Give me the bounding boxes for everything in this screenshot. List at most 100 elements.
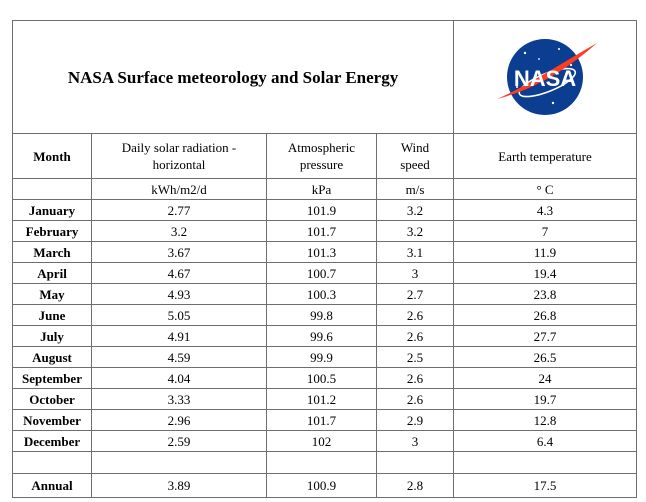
solar-cell: 5.05: [91, 304, 267, 326]
solar-cell: 4.04: [91, 367, 267, 389]
solar-cell: 3.2: [91, 220, 267, 242]
solar-cell: 2.59: [91, 430, 267, 452]
unit-month: [12, 178, 92, 200]
unit-pressure: kPa: [266, 178, 377, 200]
units-row: kWh/m2/d kPa m/s ° C: [12, 178, 638, 200]
annual-pressure-cell: 100.9: [266, 473, 377, 498]
pressure-cell: 100.5: [266, 367, 377, 389]
temperature-cell: 12.8: [453, 409, 638, 431]
pressure-cell: 101.7: [266, 409, 377, 431]
blank-cell: [453, 451, 638, 474]
unit-temperature: ° C: [453, 178, 638, 200]
wind-cell: 3.2: [375, 220, 455, 242]
unit-solar: kWh/m2/d: [91, 178, 267, 200]
table-row: November 2.96 101.7 2.9 12.8: [12, 409, 638, 431]
temperature-cell: 24: [453, 367, 638, 389]
wind-cell: 2.7: [375, 283, 455, 305]
pressure-cell: 99.8: [266, 304, 377, 326]
month-cell: April: [12, 262, 92, 284]
solar-cell: 3.33: [91, 388, 267, 410]
temperature-cell: 19.7: [453, 388, 638, 410]
month-cell: June: [12, 304, 92, 326]
pressure-cell: 101.3: [266, 241, 377, 263]
month-cell: March: [12, 241, 92, 263]
wind-cell: 2.5: [375, 346, 455, 368]
month-cell: February: [12, 220, 92, 242]
column-header-wind: Wind speed: [375, 133, 455, 179]
temperature-cell: 6.4: [453, 430, 638, 452]
solar-cell: 2.96: [91, 409, 267, 431]
temperature-cell: 4.3: [453, 199, 638, 221]
table-row: August 4.59 99.9 2.5 26.5: [12, 346, 638, 368]
month-cell: January: [12, 199, 92, 221]
unit-wind: m/s: [375, 178, 455, 200]
table-row: February 3.2 101.7 3.2 7: [12, 220, 638, 242]
table-row: December 2.59 102 3 6.4: [12, 430, 638, 452]
table-row: January 2.77 101.9 3.2 4.3: [12, 199, 638, 221]
month-cell: December: [12, 430, 92, 452]
pressure-cell: 101.2: [266, 388, 377, 410]
month-cell: August: [12, 346, 92, 368]
table-row: July 4.91 99.6 2.6 27.7: [12, 325, 638, 347]
column-header-solar: Daily solar radiation - horizontal: [91, 133, 267, 179]
column-header-month: Month: [12, 133, 92, 179]
pressure-cell: 100.3: [266, 283, 377, 305]
table-row: June 5.05 99.8 2.6 26.8: [12, 304, 638, 326]
wind-cell: 3: [375, 430, 455, 452]
meteorology-table: NASA Surface meteorology and Solar Energ…: [11, 20, 638, 498]
blank-row: [12, 451, 638, 474]
blank-cell: [12, 451, 92, 474]
pressure-cell: 102: [266, 430, 377, 452]
header-row: Month Daily solar radiation - horizontal…: [12, 133, 638, 179]
month-cell: November: [12, 409, 92, 431]
wind-cell: 2.6: [375, 304, 455, 326]
solar-cell: 2.77: [91, 199, 267, 221]
solar-cell: 4.67: [91, 262, 267, 284]
wind-cell: 2.9: [375, 409, 455, 431]
temperature-cell: 26.8: [453, 304, 638, 326]
solar-cell: 4.93: [91, 283, 267, 305]
column-header-pressure: Atmospheric pressure: [266, 133, 377, 179]
logo-text: NASA: [514, 66, 576, 91]
annual-wind-cell: 2.8: [375, 473, 455, 498]
solar-cell: 4.59: [91, 346, 267, 368]
title-row: NASA Surface meteorology and Solar Energ…: [11, 20, 638, 134]
wind-cell: 2.6: [375, 367, 455, 389]
temperature-cell: 26.5: [453, 346, 638, 368]
table-row: April 4.67 100.7 3 19.4: [12, 262, 638, 284]
month-cell: May: [12, 283, 92, 305]
annual-solar-cell: 3.89: [91, 473, 267, 498]
table-row: May 4.93 100.3 2.7 23.8: [12, 283, 638, 305]
table-row: March 3.67 101.3 3.1 11.9: [12, 241, 638, 263]
wind-cell: 3: [375, 262, 455, 284]
wind-cell: 2.6: [375, 325, 455, 347]
month-cell: October: [12, 388, 92, 410]
blank-cell: [375, 451, 455, 474]
annual-temperature-cell: 17.5: [453, 473, 638, 498]
table-row: September 4.04 100.5 2.6 24: [12, 367, 638, 389]
temperature-cell: 23.8: [453, 283, 638, 305]
pressure-cell: 101.9: [266, 199, 377, 221]
pressure-cell: 99.9: [266, 346, 377, 368]
pressure-cell: 101.7: [266, 220, 377, 242]
month-cell: July: [12, 325, 92, 347]
temperature-cell: 27.7: [453, 325, 638, 347]
blank-cell: [91, 451, 267, 474]
pressure-cell: 100.7: [266, 262, 377, 284]
month-cell: September: [12, 367, 92, 389]
table-row: October 3.33 101.2 2.6 19.7: [12, 388, 638, 410]
solar-cell: 3.67: [91, 241, 267, 263]
wind-cell: 2.6: [375, 388, 455, 410]
logo-cell: NASA: [453, 20, 638, 134]
temperature-cell: 7: [453, 220, 638, 242]
blank-cell: [266, 451, 377, 474]
annual-label: Annual: [12, 473, 92, 498]
solar-cell: 4.91: [91, 325, 267, 347]
page-title: NASA Surface meteorology and Solar Energ…: [11, 20, 455, 134]
column-header-temperature: Earth temperature: [453, 133, 638, 179]
wind-cell: 3.2: [375, 199, 455, 221]
temperature-cell: 19.4: [453, 262, 638, 284]
pressure-cell: 99.6: [266, 325, 377, 347]
annual-row: Annual 3.89 100.9 2.8 17.5: [12, 473, 638, 498]
wind-cell: 3.1: [375, 241, 455, 263]
